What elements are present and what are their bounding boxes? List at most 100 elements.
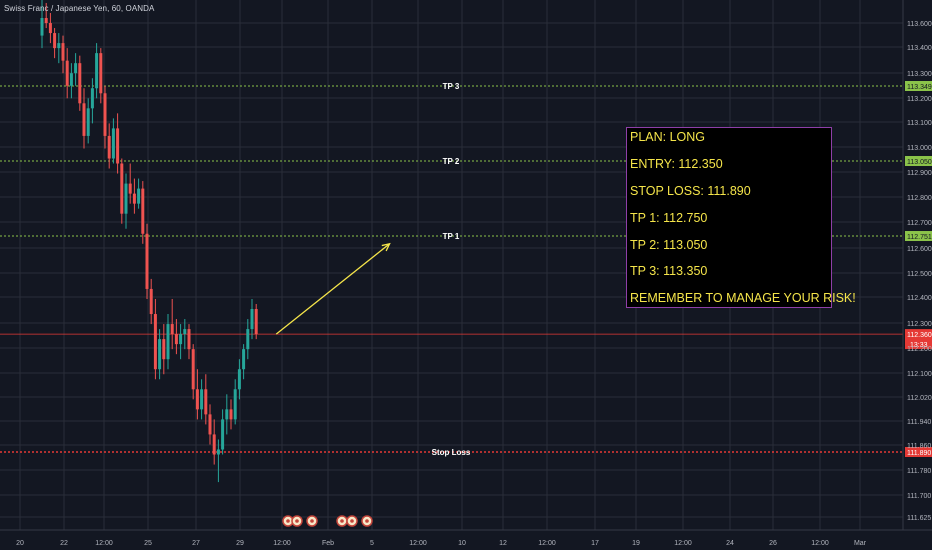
price-tick-label: 111.700 <box>907 493 931 500</box>
candle-body <box>61 43 65 61</box>
price-tick-label: 112.400 <box>907 295 932 302</box>
time-tick-label: 10 <box>458 540 466 547</box>
candle-body <box>116 128 120 164</box>
candle-body <box>120 163 124 214</box>
level-axis-label: 112.751 <box>907 234 932 241</box>
level-axis-badge <box>905 231 932 242</box>
time-tick-label: 20 <box>16 540 24 547</box>
candle-body <box>111 128 115 159</box>
price-tick-label: 112.020 <box>907 395 932 402</box>
time-tick-label: 25 <box>144 540 152 547</box>
time-tick-label: Mar <box>854 540 867 547</box>
plan-line: TP 1: 112.750 <box>630 210 708 225</box>
time-tick-label: 27 <box>192 540 200 547</box>
candle-body <box>82 103 86 136</box>
time-tick-label: 5 <box>370 540 374 547</box>
time-tick-label: 12:00 <box>674 540 692 547</box>
countdown-label: 13:33 <box>910 342 928 349</box>
economic-event-dot <box>350 519 354 523</box>
candle-body <box>195 389 199 410</box>
candle-body <box>216 449 220 455</box>
candle-body <box>48 23 52 34</box>
level-axis-label: 113.349 <box>907 84 932 91</box>
time-tick-label: 24 <box>726 540 734 547</box>
price-tick-label: 113.300 <box>907 71 932 78</box>
candle-body <box>137 188 141 204</box>
candle-body <box>103 93 107 136</box>
candle-body <box>53 33 57 49</box>
candle-body <box>237 369 241 390</box>
candle-body <box>69 73 73 86</box>
price-tick-label: 112.600 <box>907 246 932 253</box>
candle-body <box>86 108 90 136</box>
time-tick-label: 12:00 <box>95 540 113 547</box>
candle-body <box>246 329 250 350</box>
plan-line: REMEMBER TO MANAGE YOUR RISK! <box>630 291 856 306</box>
candle-body <box>74 63 78 74</box>
level-axis-badge <box>905 81 932 91</box>
candle-body <box>44 18 48 24</box>
candle-body <box>128 183 132 194</box>
plan-line: PLAN: LONG <box>630 130 706 144</box>
price-tick-label: 113.400 <box>907 45 932 52</box>
projection-arrow <box>275 242 391 335</box>
event-markers[interactable] <box>282 515 373 527</box>
economic-event-dot <box>365 519 369 523</box>
plan-line: TP 3: 113.350 <box>630 264 708 279</box>
price-tick-label: 112.900 <box>907 170 932 177</box>
time-tick-label: 26 <box>769 540 777 547</box>
economic-event-dot <box>310 519 314 523</box>
trade-plan-box: PLAN: LONG ENTRY: 112.350 STOP LOSS: 111… <box>626 127 856 308</box>
plan-line: TP 2: 113.050 <box>630 237 708 252</box>
candle-body <box>212 434 216 455</box>
price-tick-label: 111.940 <box>907 419 931 426</box>
candle-body <box>99 53 103 94</box>
candle-body <box>40 18 44 36</box>
time-tick-label: 22 <box>60 540 68 547</box>
level-axis-label: 111.890 <box>907 450 931 457</box>
price-tick-label: 111.780 <box>907 468 931 475</box>
level-label: TP 1 <box>443 232 460 241</box>
level-label: TP 2 <box>443 157 460 166</box>
symbol-title: Swiss Franc / Japanese Yen, 60, OANDA <box>4 4 155 13</box>
candle-body <box>107 135 111 159</box>
candle-body <box>132 193 136 204</box>
candle-body <box>225 409 229 420</box>
candle-body <box>179 334 183 345</box>
candle-body <box>166 324 170 360</box>
candle-body <box>242 349 246 370</box>
plan-line: STOP LOSS: 111.890 <box>630 183 751 198</box>
current-price-badge <box>905 329 932 350</box>
candle-body <box>229 409 233 420</box>
time-tick-label: Feb <box>322 540 334 547</box>
candle-body <box>204 389 208 415</box>
price-tick-label: 112.200 <box>907 346 932 353</box>
price-tick-label: 113.600 <box>907 21 932 28</box>
time-tick-label: 29 <box>236 540 244 547</box>
time-tick-label: 12 <box>499 540 507 547</box>
candle-body <box>191 349 195 390</box>
candle-body <box>183 329 187 335</box>
candle-body <box>78 63 82 104</box>
time-tick-label: 19 <box>632 540 640 547</box>
candle-body <box>221 419 225 450</box>
price-axis[interactable]: 113.600 113.400 113.300 113.200 113.100 113.0… <box>902 0 932 530</box>
level-label: Stop Loss <box>432 448 471 457</box>
time-tick-label: 12:00 <box>538 540 556 547</box>
candle-body <box>162 339 166 360</box>
candle-body <box>57 43 61 49</box>
candle-body <box>208 414 212 435</box>
time-axis[interactable]: 20 22 12:00 25 27 29 12:00 Feb 5 12:00 10 12 12:00 17… <box>0 529 932 547</box>
level-axis-badge <box>905 156 932 167</box>
candle-body <box>254 309 258 335</box>
price-tick-label: 111.625 <box>907 515 931 522</box>
price-tick-label: 111.860 <box>907 443 931 450</box>
candle-body <box>95 53 99 89</box>
economic-event-dot <box>340 519 344 523</box>
economic-event-dot <box>286 519 290 523</box>
plan-line: ENTRY: 112.350 <box>630 156 723 171</box>
price-tick-label: 113.000 <box>907 145 932 152</box>
price-tick-label: 112.500 <box>907 271 932 278</box>
candle-body <box>90 88 94 109</box>
